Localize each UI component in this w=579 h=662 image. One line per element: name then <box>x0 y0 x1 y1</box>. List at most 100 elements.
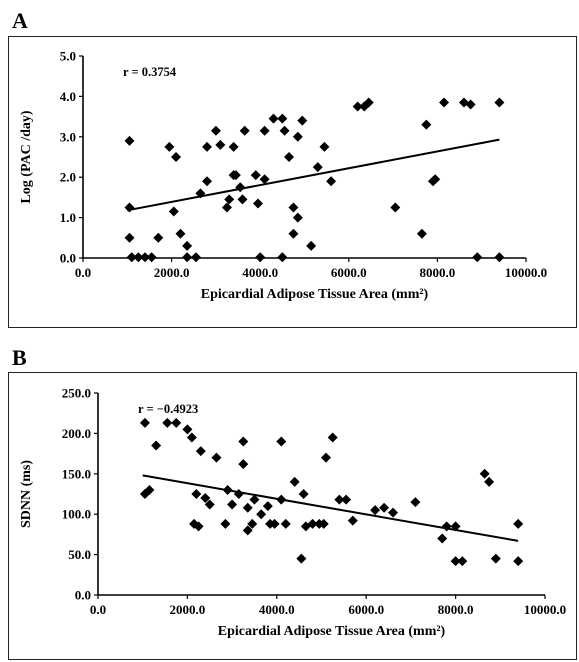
x-tick-label: 10000.0 <box>524 602 566 617</box>
data-point <box>439 97 450 108</box>
data-point <box>479 468 490 479</box>
panel-b-chart: 0.0 50.0 100.0 150.0 200.0 250.0 0.0 2000.0 4000… <box>19 386 566 640</box>
x-tick-label: 6000.0 <box>348 602 384 617</box>
x-tick-label: 0.0 <box>75 265 91 280</box>
y-tick-label: 0.0 <box>60 251 76 266</box>
data-point <box>494 252 505 263</box>
data-point <box>202 141 213 152</box>
data-point <box>247 518 258 529</box>
data-point <box>195 446 206 457</box>
data-point <box>171 152 182 162</box>
data-point <box>211 452 222 463</box>
data-point <box>450 556 461 567</box>
data-point <box>490 553 501 564</box>
panel-a-frame <box>8 36 577 328</box>
data-point <box>224 194 235 205</box>
data-point <box>327 432 338 443</box>
data-point <box>289 476 300 487</box>
data-point <box>347 515 358 526</box>
data-point <box>140 252 151 263</box>
data-point <box>221 202 232 213</box>
data-point <box>421 119 432 130</box>
x-tick-label: 6000.0 <box>331 265 367 280</box>
x-tick-label: 4000.0 <box>242 265 278 280</box>
data-point <box>259 174 270 185</box>
data-point <box>341 494 352 505</box>
data-point <box>210 125 221 136</box>
data-point <box>326 176 337 187</box>
data-point <box>319 141 330 152</box>
data-point <box>204 499 215 510</box>
data-point <box>133 252 144 263</box>
panel-a-chart: 0.0 1.0 2.0 3.0 4.0 5.0 0.0 2000.0 4000.0 6000.0 8… <box>19 49 547 303</box>
x-axis-title: Epicardial Adipose Tissue Area (mm²) <box>218 624 446 639</box>
data-point <box>228 141 239 152</box>
trend-line <box>142 474 519 542</box>
data-point <box>238 459 249 470</box>
data-point <box>457 556 468 567</box>
data-point <box>175 228 186 239</box>
data-point <box>465 99 476 110</box>
y-tick-label: 3.0 <box>60 129 76 144</box>
data-point <box>288 202 299 213</box>
data-point <box>168 206 179 217</box>
y-tick-label: 2.0 <box>60 170 76 185</box>
data-point <box>237 194 248 205</box>
y-tick-label: 1.0 <box>60 210 76 225</box>
data-point <box>242 525 253 536</box>
data-point <box>153 232 164 243</box>
x-tick-label: 8000.0 <box>438 602 474 617</box>
data-point <box>124 135 135 146</box>
data-point <box>242 502 253 513</box>
panel-a-letter: A <box>12 8 28 33</box>
data-point <box>164 141 175 152</box>
data-point <box>215 139 226 150</box>
x-tick-label: 0.0 <box>90 602 106 617</box>
data-point <box>494 97 505 108</box>
data-point <box>262 501 273 512</box>
trend-line <box>127 138 500 212</box>
x-tick-label: 8000.0 <box>420 265 456 280</box>
y-axis-title: SDNN (ms) <box>19 460 34 528</box>
data-point <box>182 252 193 263</box>
data-point <box>320 452 331 463</box>
data-point <box>151 440 162 451</box>
data-point <box>200 493 211 504</box>
data-point <box>249 494 260 505</box>
data-point <box>410 497 421 508</box>
data-point <box>276 436 287 447</box>
correlation-annotation: r = 0.3754 <box>123 65 177 79</box>
data-point <box>238 436 249 447</box>
data-point <box>352 101 363 112</box>
data-point <box>318 518 329 529</box>
data-point <box>239 125 250 136</box>
data-point <box>256 509 267 520</box>
data-point <box>277 252 288 263</box>
y-tick-label: 50.0 <box>68 547 91 562</box>
data-point <box>277 113 288 124</box>
data-point <box>390 202 401 213</box>
x-tick-label: 2000.0 <box>154 265 190 280</box>
data-point <box>202 176 213 187</box>
data-point <box>124 202 135 213</box>
data-point <box>250 170 261 181</box>
data-point <box>146 252 157 263</box>
data-point <box>252 198 263 209</box>
data-point <box>298 489 309 499</box>
data-point <box>437 533 448 544</box>
x-axis-title: Epicardial Adipose Tissue Area (mm²) <box>201 287 429 302</box>
panel-b-letter: B <box>12 345 27 370</box>
data-point <box>307 518 318 529</box>
data-point <box>379 502 390 513</box>
data-point <box>430 174 441 185</box>
data-point <box>279 125 290 136</box>
correlation-annotation: r = −0.4923 <box>138 402 198 416</box>
x-tick-label: 2000.0 <box>170 602 206 617</box>
data-point <box>268 113 279 124</box>
data-point <box>283 152 294 162</box>
panel-b-frame <box>8 372 577 660</box>
data-point <box>288 228 299 239</box>
data-point <box>416 228 427 239</box>
y-tick-label: 5.0 <box>60 49 76 64</box>
data-point <box>220 518 231 529</box>
